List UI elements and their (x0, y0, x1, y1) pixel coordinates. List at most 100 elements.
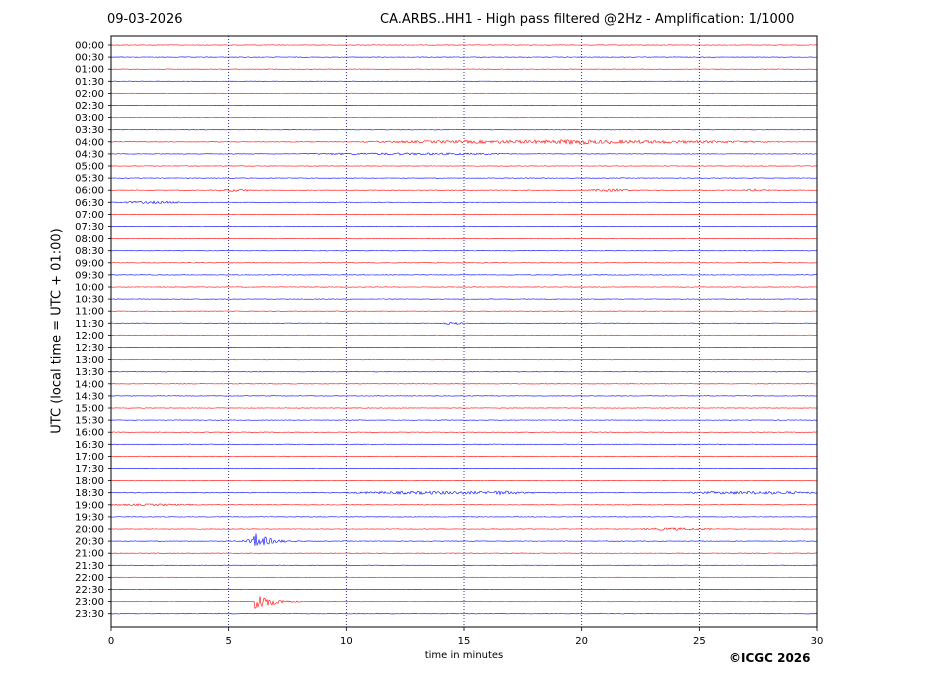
x-tick-label: 15 (458, 636, 471, 647)
trace-1030 (110, 298, 818, 300)
y-tick-label: 05:00 (75, 162, 104, 173)
chart-title: CA.ARBS..HH1 - High pass filtered @2Hz -… (380, 12, 795, 27)
y-tick-label: 10:30 (75, 295, 104, 306)
trace-1630 (110, 443, 818, 445)
trace-1530 (110, 419, 818, 421)
trace-2330 (110, 613, 818, 615)
y-tick-label: 17:00 (75, 452, 104, 463)
trace-0100 (110, 68, 818, 70)
y-tick-label: 18:00 (75, 476, 104, 487)
x-axis-label: time in minutes (424, 650, 504, 661)
y-tick-label: 06:00 (75, 186, 104, 197)
x-tick-label: 10 (340, 636, 353, 647)
trace-1230 (110, 346, 818, 349)
y-tick-label: 13:30 (75, 367, 104, 378)
y-tick-label: 00:30 (75, 53, 104, 64)
y-tick-label: 01:00 (75, 65, 104, 76)
trace-1300 (110, 359, 818, 361)
trace-2130 (110, 564, 818, 566)
y-tick-label: 04:30 (75, 149, 104, 160)
trace-1600 (110, 431, 818, 433)
y-tick-label: 08:30 (75, 246, 104, 257)
trace-2100 (110, 552, 818, 554)
trace-0700 (110, 213, 818, 215)
x-tick-label: 25 (693, 636, 706, 647)
trace-0900 (110, 262, 818, 264)
trace-0930 (110, 274, 818, 276)
y-tick-label: 17:30 (75, 464, 104, 475)
y-tick-label: 05:30 (75, 174, 104, 185)
y-tick-label: 21:30 (75, 561, 104, 572)
trace-2000 (110, 527, 818, 531)
y-tick-label: 11:00 (75, 307, 104, 318)
y-tick-label: 20:00 (75, 525, 104, 536)
date-label: 09-03-2026 (107, 12, 183, 27)
x-tick-label: 5 (225, 636, 231, 647)
trace-2230 (110, 588, 818, 591)
y-tick-label: 16:00 (75, 428, 104, 439)
x-tick-label: 20 (575, 636, 588, 647)
y-tick-label: 23:00 (75, 597, 104, 608)
y-tick-label: 03:00 (75, 113, 104, 124)
y-tick-label: 09:30 (75, 270, 104, 281)
y-tick-label: 18:30 (75, 488, 104, 499)
trace-0830 (110, 250, 818, 252)
y-tick-label: 13:00 (75, 355, 104, 366)
y-tick-label: 22:30 (75, 585, 104, 596)
plot-frame (110, 35, 818, 628)
y-tick-label: 00:00 (75, 41, 104, 52)
y-tick-label: 09:00 (75, 258, 104, 269)
trace-1100 (110, 310, 818, 312)
trace-1700 (110, 455, 818, 457)
x-tick-label: 0 (108, 636, 114, 647)
trace-1500 (110, 407, 818, 409)
trace-1730 (111, 467, 818, 470)
trace-0030 (110, 56, 818, 58)
y-tick-label: 07:30 (75, 222, 104, 233)
trace-0630 (110, 200, 818, 204)
trace-0130 (110, 80, 818, 82)
copyright-label: ©ICGC 2026 (729, 651, 811, 665)
trace-0300 (110, 117, 818, 119)
trace-0600 (110, 188, 818, 192)
y-tick-label: 14:30 (75, 391, 104, 402)
trace-1330 (110, 371, 818, 373)
y-tick-label: 11:30 (75, 319, 104, 330)
y-tick-label: 15:00 (75, 404, 104, 415)
trace-1430 (110, 395, 818, 397)
trace-2200 (110, 576, 818, 578)
y-tick-label: 16:30 (75, 440, 104, 451)
trace-1900 (110, 503, 818, 507)
trace-1000 (110, 286, 818, 288)
y-tick-label: 15:30 (75, 416, 104, 427)
y-tick-label: 19:30 (75, 512, 104, 523)
y-tick-label: 12:00 (75, 331, 104, 342)
trace-0400 (110, 138, 818, 146)
trace-0730 (110, 225, 818, 228)
trace-0330 (110, 129, 818, 131)
trace-1130 (110, 321, 818, 325)
y-tick-label: 21:00 (75, 549, 104, 560)
y-tick-label: 19:00 (75, 500, 104, 511)
trace-1800 (110, 480, 818, 482)
y-tick-label: 12:30 (75, 343, 104, 354)
y-tick-label: 14:00 (75, 379, 104, 390)
y-tick-label: 04:00 (75, 137, 104, 148)
trace-1830 (110, 490, 818, 496)
y-tick-label: 01:30 (75, 77, 104, 88)
trace-2300 (110, 596, 818, 609)
trace-0000 (110, 44, 818, 46)
trace-1200 (110, 334, 818, 336)
y-tick-label: 23:30 (75, 609, 104, 620)
trace-1400 (110, 383, 818, 385)
trace-2030 (111, 533, 818, 547)
trace-0530 (110, 177, 818, 179)
y-tick-label: 08:00 (75, 234, 104, 245)
y-tick-label: 07:00 (75, 210, 104, 221)
y-tick-label: 06:30 (75, 198, 104, 209)
y-tick-label: 22:00 (75, 573, 104, 584)
y-tick-label: 02:30 (75, 101, 104, 112)
trace-0200 (110, 92, 818, 94)
trace-0500 (110, 165, 817, 167)
